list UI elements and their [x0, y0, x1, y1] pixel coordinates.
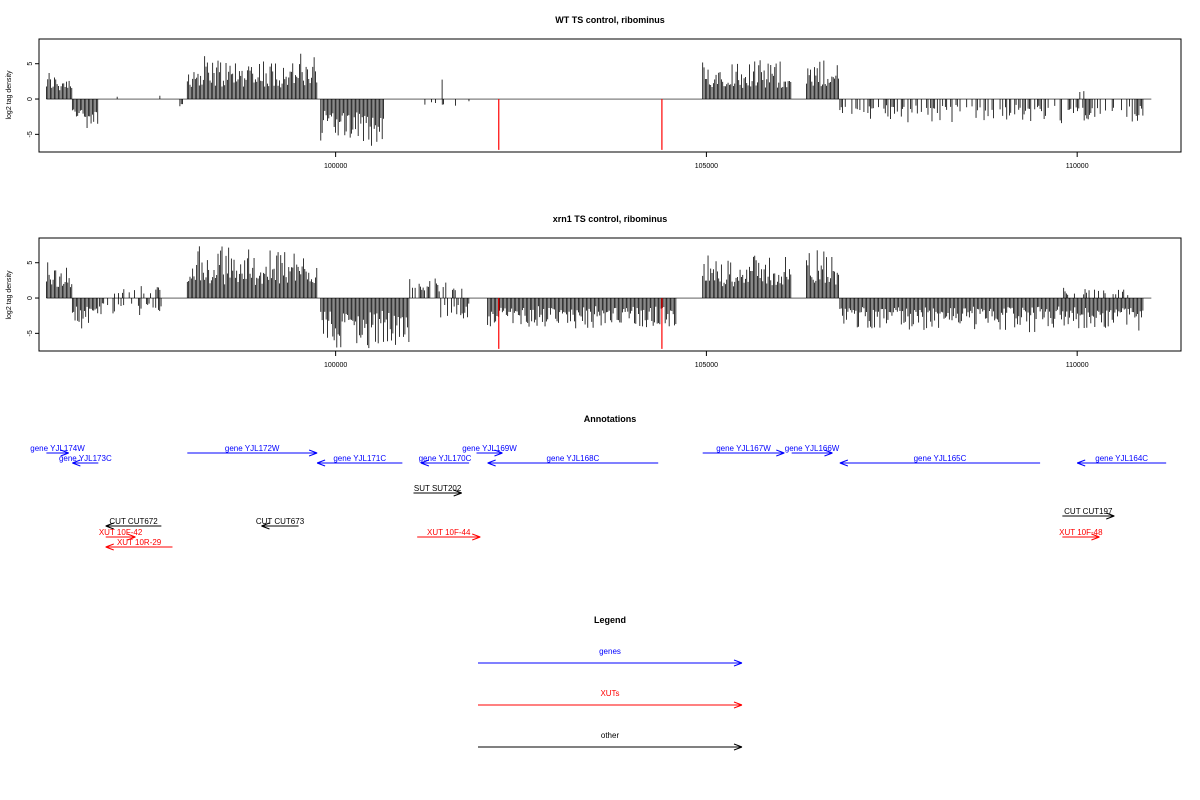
x-tick-label: 100000: [324, 163, 347, 170]
plot-frame: [38, 38, 1182, 153]
feature-arrow: [1077, 459, 1167, 467]
y-axis-label: log2 tag density: [6, 70, 13, 120]
feature-label: XUT 10F-42: [99, 528, 143, 537]
y-tick-label: 0: [27, 296, 34, 300]
coverage-bars: [46, 246, 1152, 349]
annotations-title: Annotations: [584, 414, 637, 424]
legend-label: XUTs: [600, 689, 619, 698]
legend: Legend genes XUTs other: [478, 615, 743, 751]
feature-arrow: [105, 533, 136, 541]
y-tick-label: 0: [27, 97, 34, 101]
feature-label: XUT 10R-29: [117, 538, 162, 547]
y-axis: -5 0 5: [27, 261, 39, 336]
feature-arrow: [487, 459, 659, 467]
feature-arrow: [420, 459, 470, 467]
x-axis: 100000 105000 110000: [324, 351, 1089, 369]
feature-arrow: [1062, 533, 1100, 541]
feature-label: gene YJL167W: [716, 444, 771, 453]
feature-arrow: [1062, 512, 1115, 520]
x-tick-label: 110000: [1066, 163, 1089, 170]
feature-label: XUT 10F-44: [427, 528, 471, 537]
feature-arrow: [316, 459, 403, 467]
feature-label: CUT CUT197: [1064, 507, 1113, 516]
feature-arrow: [791, 449, 833, 457]
feature-label: gene YJL170C: [419, 454, 472, 463]
feature-label: gene YJL171C: [333, 454, 386, 463]
feature-arrow: [46, 449, 69, 457]
feature-label: gene YJL166W: [785, 444, 840, 453]
feature-arrow: [839, 459, 1041, 467]
panel-title: WT TS control, ribominus: [555, 15, 665, 25]
wt-coverage-panel: WT TS control, ribominus log2 tag densit…: [6, 15, 1182, 170]
x-tick-label: 110000: [1066, 362, 1089, 369]
x-tick-label: 105000: [695, 163, 718, 170]
feature-label: gene YJL173C: [59, 454, 112, 463]
x-tick-label: 105000: [695, 362, 718, 369]
legend-label: other: [601, 731, 620, 740]
feature-label: gene YJL164C: [1095, 454, 1148, 463]
legend-title: Legend: [594, 615, 626, 625]
feature-arrow: [476, 449, 503, 457]
plot-frame: [38, 237, 1182, 352]
panel-title: xrn1 TS control, ribominus: [553, 214, 668, 224]
feature-label: XUT 10F-48: [1059, 528, 1103, 537]
legend-items: genes XUTs other: [478, 647, 743, 751]
y-axis-label: log2 tag density: [6, 270, 13, 320]
xrn1-coverage-panel: xrn1 TS control, ribominus log2 tag dens…: [6, 214, 1182, 369]
feature-arrow: [702, 449, 785, 457]
feature-label: SUT SUT202: [414, 484, 462, 493]
x-axis: 100000 105000 110000: [324, 152, 1089, 170]
feature-arrow: [105, 522, 162, 530]
legend-arrow: [478, 659, 743, 667]
legend-label: genes: [599, 647, 621, 656]
y-tick-label: -5: [27, 131, 34, 137]
feature-arrow: [417, 533, 481, 541]
feature-arrow: [261, 522, 299, 530]
feature-label: gene YJL172W: [225, 444, 280, 453]
legend-arrow: [478, 743, 743, 751]
feature-arrow: [105, 543, 173, 551]
feature-arrow: [413, 489, 462, 497]
y-tick-label: -5: [27, 330, 34, 336]
feature-label: gene YJL174W: [30, 444, 85, 453]
feature-arrow: [72, 459, 99, 467]
feature-label: CUT CUT672: [109, 517, 158, 526]
feature-label: gene YJL169W: [462, 444, 517, 453]
coverage-bars: [46, 53, 1152, 150]
feature-label: CUT CUT673: [256, 517, 305, 526]
y-axis: -5 0 5: [27, 62, 39, 137]
x-tick-label: 100000: [324, 362, 347, 369]
legend-arrow: [478, 701, 743, 709]
feature-arrow: [187, 449, 318, 457]
y-tick-label: 5: [27, 261, 34, 265]
y-tick-label: 5: [27, 62, 34, 66]
feature-label: gene YJL168C: [547, 454, 600, 463]
feature-label: gene YJL165C: [914, 454, 967, 463]
